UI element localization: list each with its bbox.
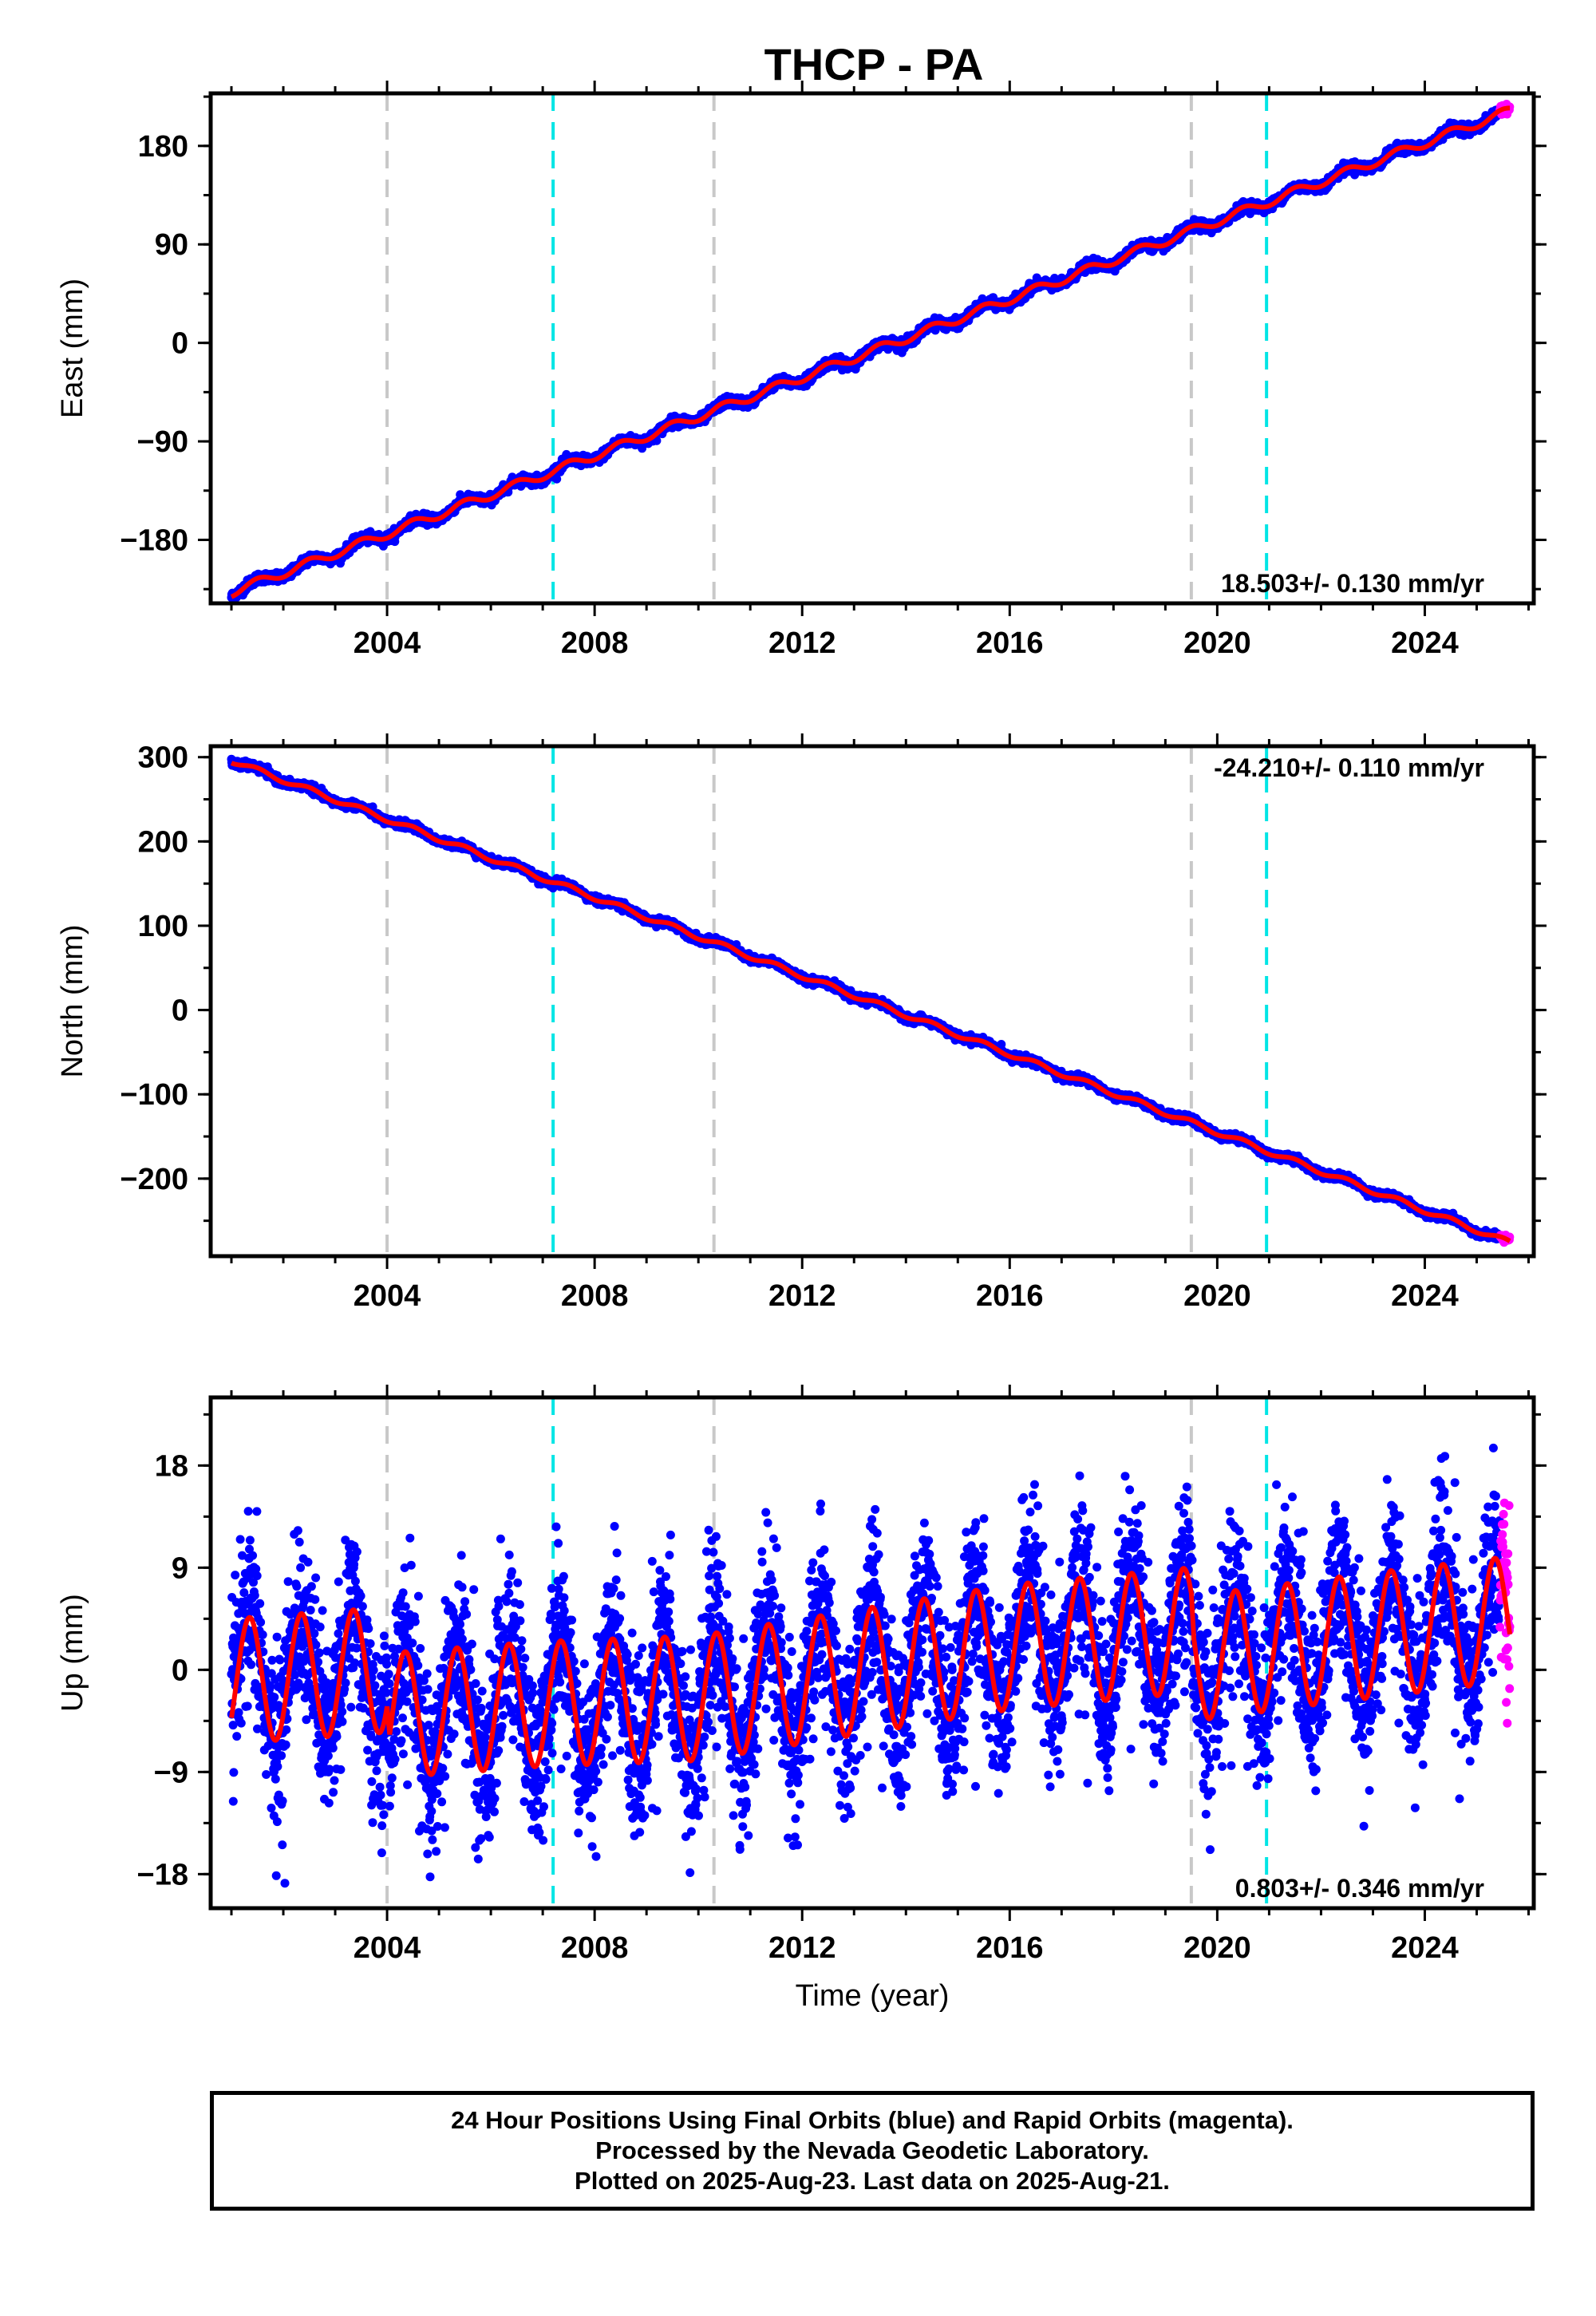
x-tick-label: 2004 — [354, 626, 421, 660]
x-tick-label: 2016 — [976, 626, 1044, 660]
chart-title: THCP - PA — [764, 39, 984, 89]
x-tick-label: 2012 — [768, 626, 836, 660]
panel-north: 2004 2008 2012 2016 2020 2024−200−10001002003… — [56, 733, 1547, 1313]
x-tick-label: 2008 — [561, 626, 629, 660]
y-tick-label: 180 — [138, 130, 188, 164]
y-tick-label: 0 — [172, 327, 188, 361]
panels: 2004 2008 2012 2016 2020 2024 −180 −90 0 90 180 Eas… — [56, 81, 1547, 2013]
panel-east: 2004 2008 2012 2016 2020 2024 −180 −90 0 90 180 Eas… — [56, 81, 1547, 660]
y-tick-label: −180 — [120, 524, 188, 557]
x-tick-label: 2020 — [1183, 626, 1251, 660]
y-axis-label: East (mm) — [56, 279, 89, 418]
y-tick-label: −90 — [137, 425, 188, 459]
x-tick-label: 2024 — [1391, 626, 1459, 660]
velocity-label: 18.503+/- 0.130 mm/yr — [1221, 569, 1484, 598]
y-tick-label: 90 — [155, 228, 188, 262]
data-point — [552, 474, 562, 484]
